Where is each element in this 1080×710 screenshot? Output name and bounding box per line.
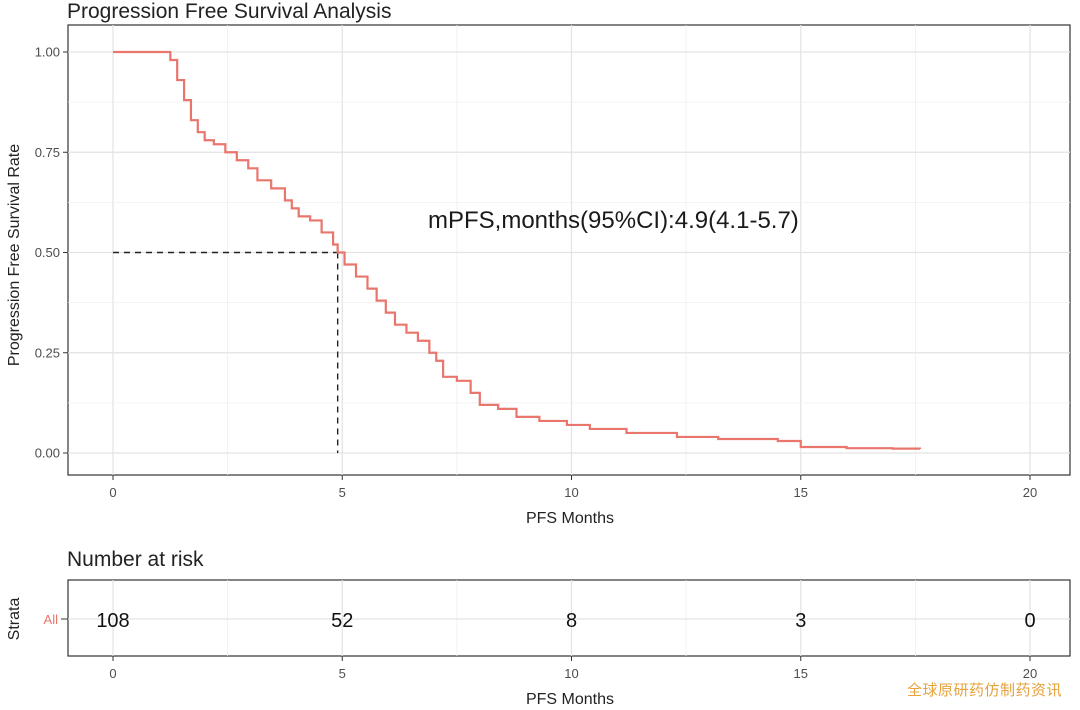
y-tick-label: 0.25 xyxy=(35,345,60,360)
x-tick-label: 5 xyxy=(339,485,346,500)
risk-value-cell: 8 xyxy=(566,610,577,632)
risk-x-tick-label: 15 xyxy=(794,666,808,681)
strata-label-all: All xyxy=(44,612,59,627)
risk-table-frame xyxy=(67,579,1071,657)
watermark-text: 全球原研药仿制药资讯 xyxy=(906,681,1062,699)
x-tick-label: 20 xyxy=(1023,485,1037,500)
risk-value-cell: 3 xyxy=(795,610,806,632)
y-tick-label: 1.00 xyxy=(35,45,60,60)
main-x-axis-title: PFS Months xyxy=(526,510,614,527)
risk-x-ticks: 0 5 10 15 20 xyxy=(109,656,1037,681)
median-annotation: mPFS,months(95%CI):4.9(4.1-5.7) xyxy=(428,207,799,234)
risk-table-title: Number at risk xyxy=(67,548,204,571)
risk-x-axis-title: PFS Months xyxy=(526,691,614,708)
risk-value-cell: 108 xyxy=(96,610,129,632)
main-y-axis-title: Progression Free Survival Rate xyxy=(6,144,23,366)
x-tick-label: 0 xyxy=(109,485,116,500)
y-tick-label: 0.50 xyxy=(35,245,60,260)
y-tick-label: 0.00 xyxy=(35,446,60,461)
risk-x-tick-label: 0 xyxy=(109,666,116,681)
risk-gridlines xyxy=(68,580,1070,656)
x-tick-label: 10 xyxy=(564,485,578,500)
main-panel: 0.00 0.25 0.50 0.75 1.00 0 5 10 15 20 Progressio… xyxy=(6,0,1071,527)
risk-x-tick-label: 20 xyxy=(1023,666,1037,681)
main-plot-frame xyxy=(67,24,1071,476)
y-tick-label: 0.75 xyxy=(35,145,60,160)
risk-value-cell: 52 xyxy=(331,610,353,632)
x-tick-label: 15 xyxy=(794,485,808,500)
risk-value-cell: 0 xyxy=(1024,610,1035,632)
chart-title: Progression Free Survival Analysis xyxy=(67,0,391,23)
median-reference-lines xyxy=(113,251,339,453)
main-x-ticks: 0 5 10 15 20 xyxy=(109,475,1037,500)
risk-values: 108 52 8 3 0 xyxy=(96,610,1035,632)
main-y-ticks: 0.00 0.25 0.50 0.75 1.00 xyxy=(35,45,68,461)
risk-table-panel: 108 52 8 3 0 0 5 10 15 20 Number at risk PFS Mon… xyxy=(6,548,1071,708)
risk-x-tick-label: 10 xyxy=(564,666,578,681)
risk-x-tick-label: 5 xyxy=(339,666,346,681)
strata-axis-title: Strata xyxy=(6,598,23,641)
km-survival-curve xyxy=(113,50,922,450)
